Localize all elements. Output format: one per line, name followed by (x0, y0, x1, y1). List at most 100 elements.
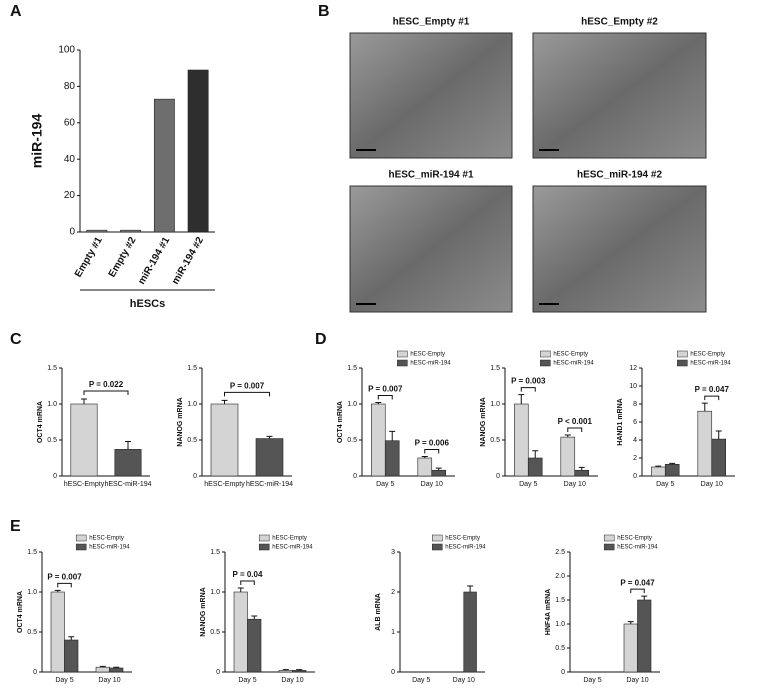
legend-swatch (397, 359, 408, 367)
significance-bracket (240, 580, 255, 585)
y-tick-label: 0.5 (27, 629, 37, 636)
y-tick-label: 1 (391, 629, 395, 636)
bar (527, 457, 543, 477)
error-bar (435, 467, 442, 471)
legend-label: hESC-miR-194 (89, 545, 130, 551)
y-axis-title: HAND1 mRNA (617, 398, 624, 445)
legend-swatch (677, 350, 688, 358)
panel-label: D (315, 331, 327, 348)
error-bar (518, 394, 525, 404)
x-tick-label: Empty #1 (73, 235, 105, 279)
error-bar (627, 621, 634, 624)
micrograph (349, 185, 513, 313)
y-tick-label: 0 (496, 473, 500, 480)
significance-bracket (630, 588, 645, 594)
error-bar (389, 430, 396, 441)
significance-bracket (567, 427, 583, 432)
bar (153, 98, 175, 233)
image-title: hESC_miR-194 #1 (388, 170, 473, 181)
error-bar (99, 665, 106, 668)
legend-swatch (397, 350, 408, 358)
bar (463, 591, 477, 673)
p-value: P = 0.007 (230, 382, 265, 391)
y-axis-title: ALB mRNA (375, 593, 382, 631)
micrograph (532, 32, 707, 159)
y-tick-label: 0 (69, 227, 75, 238)
group-label: hESCs (130, 298, 165, 310)
x-tick-label: Day 10 (421, 481, 443, 488)
legend-label: hESC-Empty (445, 536, 480, 542)
micrograph (349, 32, 513, 159)
y-tick-label: 0 (33, 669, 37, 676)
x-tick-label: Empty #2 (107, 235, 139, 279)
x-tick-label: Day 5 (656, 481, 674, 488)
legend-label: hESC-Empty (553, 352, 588, 358)
error-bar (81, 398, 87, 404)
x-tick-label: Day 5 (376, 481, 394, 488)
y-tick-label: 2.5 (555, 549, 565, 556)
bar (247, 618, 262, 673)
bar (650, 466, 666, 477)
image-title: hESC_miR-194 #2 (577, 170, 662, 181)
y-tick-label: 0 (561, 669, 565, 676)
p-value: P = 0.003 (511, 377, 546, 386)
x-tick-label: Day 10 (281, 677, 303, 684)
legend-swatch (540, 359, 551, 367)
error-bar (421, 456, 428, 458)
legend-label: hESC-Empty (617, 536, 652, 542)
y-tick-label: 100 (58, 45, 75, 56)
y-tick-label: 0.5 (210, 629, 220, 636)
y-axis-title: HNF4A mRNA (545, 589, 552, 635)
y-tick-label: 1.5 (27, 549, 37, 556)
y-tick-label: 60 (64, 117, 76, 128)
x-tick-label: hESC-miR-194 (104, 481, 151, 488)
legend-swatch (432, 534, 443, 542)
y-tick-label: 8 (633, 401, 637, 408)
bar (114, 449, 142, 477)
y-tick-label: 2 (633, 455, 637, 462)
legend-label: hESC-miR-194 (445, 545, 486, 551)
significance-bracket (377, 395, 393, 400)
error-bar (564, 434, 571, 438)
y-tick-label: 40 (64, 154, 76, 165)
bar (109, 667, 124, 673)
y-tick-label: 1.5 (47, 365, 57, 372)
error-bar (68, 636, 75, 640)
significance-bracket (57, 582, 72, 588)
legend-swatch (75, 543, 87, 551)
y-tick-label: 1.0 (47, 401, 57, 408)
y-tick-label: 1.5 (555, 597, 565, 604)
error-bar (54, 589, 61, 592)
legend-label: hESC-Empty (89, 536, 124, 542)
x-tick-label: Day 10 (453, 677, 475, 684)
panel-label: C (10, 331, 22, 348)
bar (86, 229, 108, 233)
p-value: P = 0.006 (415, 439, 450, 448)
legend-swatch (258, 543, 270, 551)
bar (560, 436, 576, 477)
y-tick-label: 0.5 (47, 437, 57, 444)
bar (697, 410, 713, 477)
y-axis-title: miR-194 (29, 114, 45, 169)
y-tick-label: 2 (391, 589, 395, 596)
image-title: hESC_Empty #1 (393, 17, 470, 28)
error-bar (641, 595, 648, 600)
y-axis-title: NANOG mRNA (177, 397, 184, 446)
error-bar (237, 587, 244, 592)
y-tick-label: 0.5 (187, 437, 197, 444)
legend-swatch (75, 534, 87, 542)
panel-label: E (10, 518, 21, 535)
y-tick-label: 1.0 (187, 401, 197, 408)
y-tick-label: 1.0 (347, 401, 357, 408)
x-tick-label: hESC-Empty (64, 481, 105, 488)
image-title: hESC_Empty #2 (581, 17, 658, 28)
x-tick-label: Day 10 (564, 481, 586, 488)
bar (120, 229, 142, 233)
error-bar (715, 430, 722, 440)
legend-label: hESC-miR-194 (617, 545, 658, 551)
bar (417, 457, 433, 477)
significance-bracket (424, 449, 440, 454)
legend-label: hESC-Empty (410, 352, 445, 358)
y-tick-label: 0 (193, 473, 197, 480)
legend-label: hESC-miR-194 (410, 361, 451, 367)
